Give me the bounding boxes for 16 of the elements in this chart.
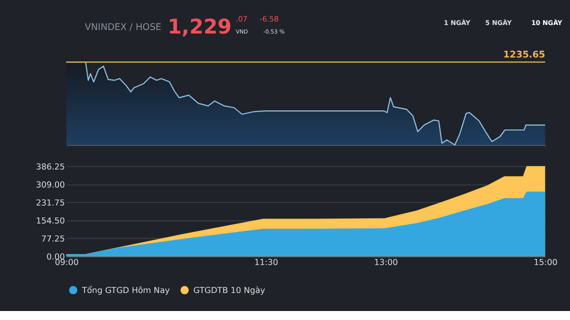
text: -6.58 xyxy=(260,14,280,24)
y-tick-label: 309.00 xyxy=(36,179,65,190)
y-tick-label: 77.25 xyxy=(41,234,65,244)
text: 1,229 xyxy=(168,14,232,38)
x-tick-label: 13:00 xyxy=(374,257,398,268)
y-tick-label: 154.50 xyxy=(36,215,65,226)
y-tick-label: 231.75 xyxy=(36,197,65,208)
legend-label: GTGDTB 10 Ngày xyxy=(193,284,266,295)
x-tick-label: 11:30 xyxy=(254,257,278,268)
text: 1235.65 xyxy=(503,49,546,60)
text: .07 xyxy=(236,14,248,24)
x-tick-label: 15:00 xyxy=(534,257,558,268)
legend-label: Tổng GTGD Hôm Nay xyxy=(80,284,170,295)
text: VNINDEX / HOSE xyxy=(84,22,162,33)
x-tick-label: 09:00 xyxy=(54,257,79,268)
y-tick-label: 386.25 xyxy=(36,161,65,172)
